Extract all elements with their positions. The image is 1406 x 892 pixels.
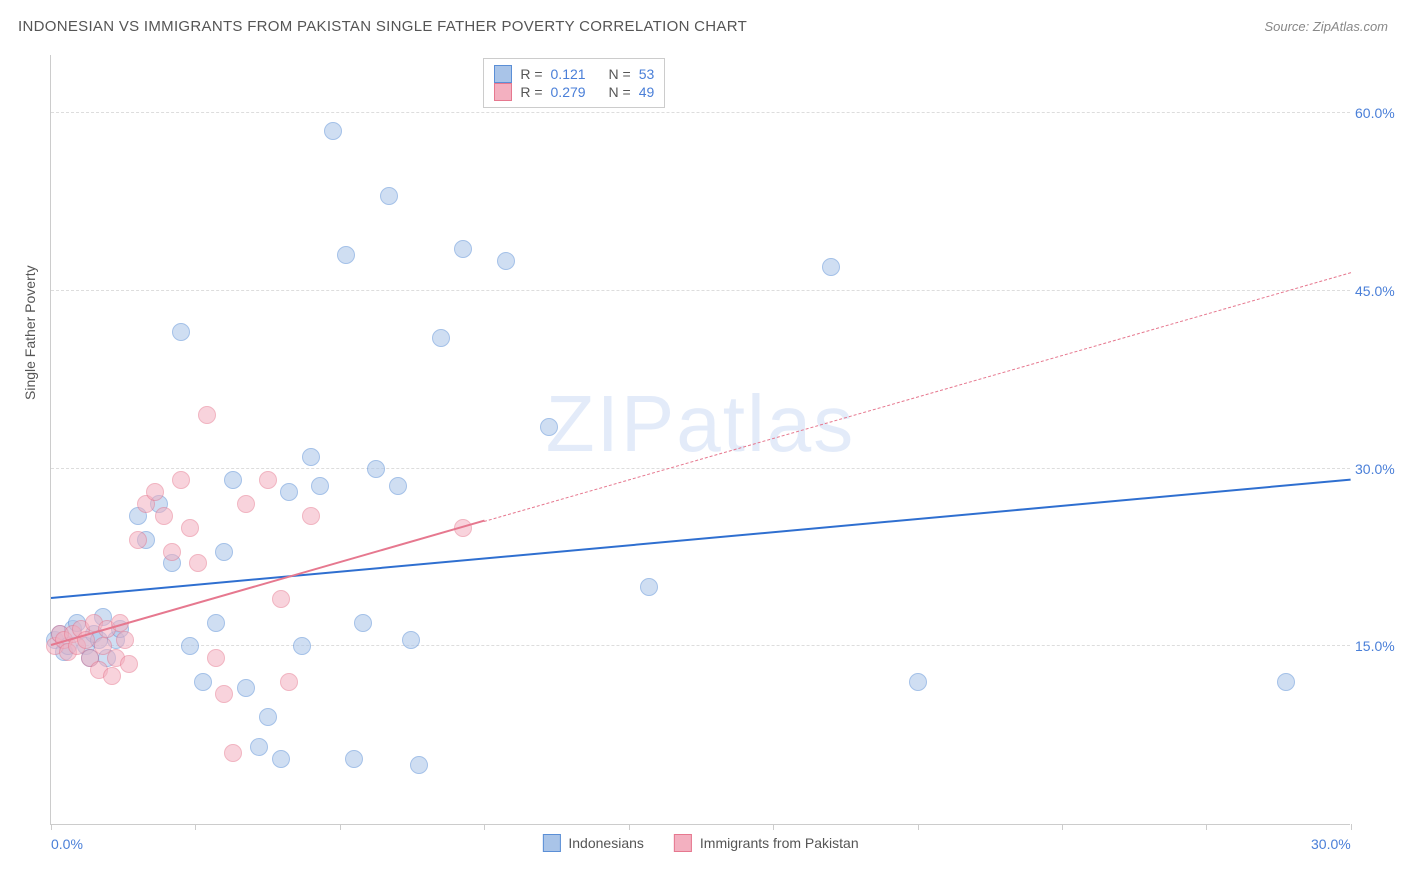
n-label: N = xyxy=(609,66,631,82)
legend-swatch xyxy=(494,83,512,101)
scatter-point xyxy=(293,637,311,655)
scatter-point xyxy=(198,406,216,424)
scatter-point xyxy=(224,744,242,762)
n-value: 49 xyxy=(639,84,655,100)
scatter-point xyxy=(640,578,658,596)
legend-stats-row: R = 0.279 N = 49 xyxy=(494,83,654,101)
scatter-point xyxy=(367,460,385,478)
y-tick-label: 45.0% xyxy=(1355,283,1406,299)
r-value: 0.279 xyxy=(551,84,601,100)
scatter-point xyxy=(822,258,840,276)
x-tick xyxy=(1206,824,1207,830)
x-tick xyxy=(1351,824,1352,830)
scatter-point xyxy=(120,655,138,673)
legend-item: Indonesians xyxy=(542,834,644,852)
scatter-point xyxy=(172,471,190,489)
scatter-point xyxy=(146,483,164,501)
scatter-point xyxy=(116,631,134,649)
grid-line-horizontal xyxy=(51,468,1350,469)
scatter-point xyxy=(280,673,298,691)
scatter-point xyxy=(1277,673,1295,691)
scatter-point xyxy=(380,187,398,205)
scatter-point xyxy=(163,543,181,561)
x-tick xyxy=(773,824,774,830)
y-tick-label: 60.0% xyxy=(1355,105,1406,121)
x-tick xyxy=(484,824,485,830)
scatter-point xyxy=(259,471,277,489)
scatter-point xyxy=(402,631,420,649)
r-value: 0.121 xyxy=(551,66,601,82)
scatter-point xyxy=(181,519,199,537)
r-label: R = xyxy=(520,84,542,100)
scatter-point xyxy=(497,252,515,270)
grid-line-horizontal xyxy=(51,112,1350,113)
legend-item-label: Immigrants from Pakistan xyxy=(700,835,859,851)
scatter-point xyxy=(324,122,342,140)
x-tick-label: 0.0% xyxy=(51,836,83,852)
scatter-point xyxy=(215,685,233,703)
scatter-point xyxy=(207,649,225,667)
scatter-point xyxy=(215,543,233,561)
scatter-point xyxy=(432,329,450,347)
scatter-point xyxy=(272,750,290,768)
scatter-point xyxy=(259,708,277,726)
scatter-point xyxy=(337,246,355,264)
x-tick xyxy=(195,824,196,830)
n-value: 53 xyxy=(639,66,655,82)
scatter-point xyxy=(354,614,372,632)
legend-item: Immigrants from Pakistan xyxy=(674,834,859,852)
x-tick xyxy=(51,824,52,830)
scatter-point xyxy=(194,673,212,691)
scatter-point xyxy=(345,750,363,768)
scatter-point xyxy=(311,477,329,495)
scatter-point xyxy=(155,507,173,525)
grid-line-horizontal xyxy=(51,290,1350,291)
trend-line xyxy=(51,520,485,646)
scatter-point xyxy=(129,531,147,549)
chart-title: INDONESIAN VS IMMIGRANTS FROM PAKISTAN S… xyxy=(18,18,747,35)
legend-stats-row: R = 0.121 N = 53 xyxy=(494,65,654,83)
scatter-point xyxy=(207,614,225,632)
watermark: ZIPatlas xyxy=(546,378,855,470)
scatter-point xyxy=(410,756,428,774)
scatter-point xyxy=(389,477,407,495)
scatter-point xyxy=(909,673,927,691)
x-tick-label: 30.0% xyxy=(1311,836,1351,852)
y-axis-label: Single Father Poverty xyxy=(22,265,38,400)
x-tick xyxy=(340,824,341,830)
scatter-point xyxy=(272,590,290,608)
title-bar: INDONESIAN VS IMMIGRANTS FROM PAKISTAN S… xyxy=(18,18,1388,35)
scatter-point xyxy=(280,483,298,501)
y-tick-label: 15.0% xyxy=(1355,638,1406,654)
scatter-point xyxy=(237,495,255,513)
legend-bottom: Indonesians Immigrants from Pakistan xyxy=(542,834,858,852)
plot-area: ZIPatlas 15.0%30.0%45.0%60.0%0.0%30.0%In… xyxy=(50,55,1350,825)
x-tick xyxy=(918,824,919,830)
x-tick xyxy=(629,824,630,830)
source-label: Source: ZipAtlas.com xyxy=(1264,19,1388,34)
legend-item-label: Indonesians xyxy=(568,835,644,851)
scatter-point xyxy=(189,554,207,572)
x-tick xyxy=(1062,824,1063,830)
legend-stats: R = 0.121 N = 53 R = 0.279 N = 49 xyxy=(483,58,665,108)
legend-swatch xyxy=(542,834,560,852)
scatter-point xyxy=(540,418,558,436)
scatter-point xyxy=(237,679,255,697)
grid-line-horizontal xyxy=(51,645,1350,646)
legend-swatch xyxy=(674,834,692,852)
scatter-point xyxy=(250,738,268,756)
scatter-point xyxy=(302,448,320,466)
trend-line xyxy=(484,272,1351,522)
n-label: N = xyxy=(609,84,631,100)
scatter-point xyxy=(302,507,320,525)
scatter-point xyxy=(454,240,472,258)
legend-swatch xyxy=(494,65,512,83)
scatter-point xyxy=(224,471,242,489)
scatter-point xyxy=(181,637,199,655)
scatter-point xyxy=(172,323,190,341)
r-label: R = xyxy=(520,66,542,82)
scatter-point xyxy=(103,667,121,685)
y-tick-label: 30.0% xyxy=(1355,461,1406,477)
